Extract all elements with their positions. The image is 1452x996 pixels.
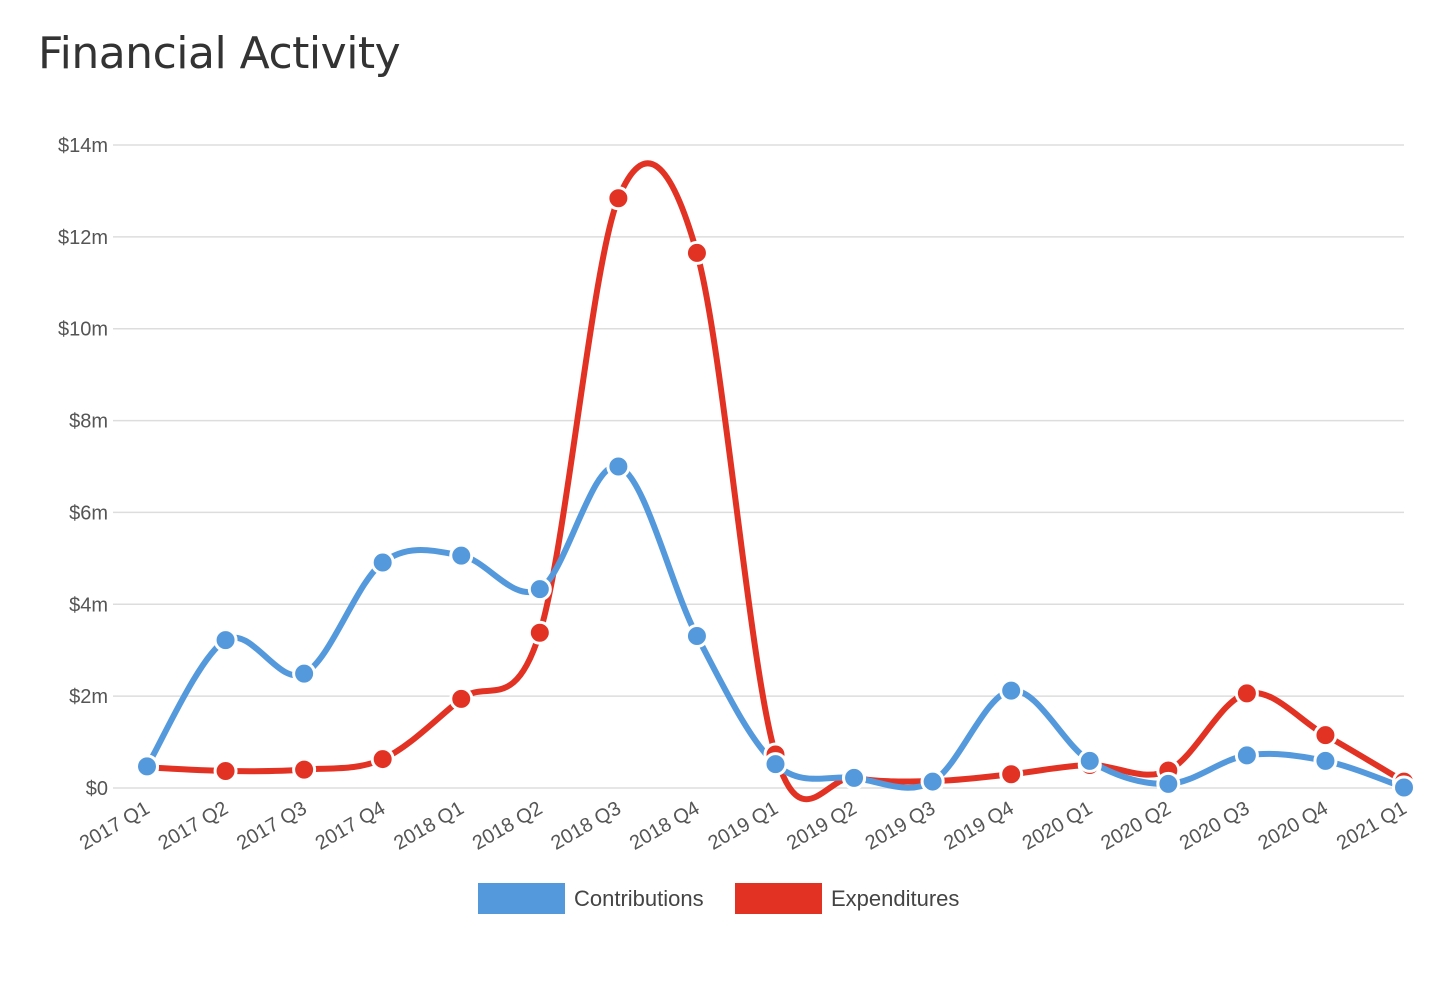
data-point-contributions[interactable] bbox=[213, 628, 238, 653]
y-tick-label: $0 bbox=[86, 778, 108, 800]
data-point-contributions[interactable] bbox=[684, 623, 709, 648]
x-tick-label: 2018 Q1 bbox=[390, 797, 467, 854]
x-tick-label: 2017 Q4 bbox=[312, 797, 389, 854]
y-tick-label: $6m bbox=[69, 502, 108, 524]
y-tick-label: $12m bbox=[58, 227, 108, 249]
legend-label: Contributions bbox=[574, 886, 704, 911]
data-point-expenditures[interactable] bbox=[527, 620, 552, 645]
data-point-contributions[interactable] bbox=[1077, 748, 1102, 773]
data-point-contributions[interactable] bbox=[292, 661, 317, 686]
series-line-contributions bbox=[144, 463, 1407, 791]
y-axis: $0 $2m $4m $6m $8m $10m $12m $14m bbox=[58, 135, 108, 800]
x-tick-label: 2019 Q1 bbox=[705, 797, 782, 854]
series-points bbox=[135, 186, 1416, 800]
data-point-contributions[interactable] bbox=[370, 550, 395, 575]
chart-title: Financial Activity bbox=[38, 28, 401, 79]
data-point-expenditures[interactable] bbox=[999, 762, 1024, 787]
data-point-expenditures[interactable] bbox=[1234, 681, 1259, 706]
data-point-contributions[interactable] bbox=[1392, 775, 1416, 800]
data-point-contributions[interactable] bbox=[135, 754, 159, 779]
data-point-contributions[interactable] bbox=[999, 678, 1024, 703]
x-tick-label: 2018 Q3 bbox=[547, 797, 624, 854]
data-point-expenditures[interactable] bbox=[213, 759, 238, 784]
x-tick-label: 2017 Q3 bbox=[233, 797, 310, 854]
data-point-expenditures[interactable] bbox=[684, 240, 709, 265]
y-tick-label: $10m bbox=[58, 319, 108, 341]
legend-item-contributions[interactable]: Contributions bbox=[478, 883, 704, 914]
x-tick-label: 2019 Q2 bbox=[783, 797, 860, 854]
y-tick-label: $2m bbox=[69, 686, 108, 708]
x-tick-label: 2019 Q3 bbox=[862, 797, 939, 854]
x-tick-label: 2018 Q4 bbox=[626, 797, 703, 854]
legend-item-expenditures[interactable]: Expenditures bbox=[735, 883, 959, 914]
series-line-expenditures bbox=[144, 160, 1407, 803]
data-point-contributions[interactable] bbox=[449, 543, 474, 568]
data-point-contributions[interactable] bbox=[763, 752, 788, 777]
data-point-expenditures[interactable] bbox=[449, 686, 474, 711]
series-lines bbox=[144, 160, 1407, 803]
x-axis: 2017 Q1 2017 Q2 2017 Q3 2017 Q4 2018 Q1 2018 … bbox=[76, 797, 1410, 854]
data-point-expenditures[interactable] bbox=[292, 757, 317, 782]
x-tick-label: 2019 Q4 bbox=[940, 797, 1017, 854]
data-point-contributions[interactable] bbox=[920, 769, 945, 794]
data-point-expenditures[interactable] bbox=[370, 747, 395, 772]
x-tick-label: 2020 Q1 bbox=[1019, 797, 1096, 854]
y-tick-label: $14m bbox=[58, 135, 108, 157]
grid-lines bbox=[113, 144, 1404, 789]
data-point-contributions[interactable] bbox=[1234, 743, 1259, 768]
data-point-contributions[interactable] bbox=[1313, 748, 1338, 773]
legend-swatch bbox=[478, 883, 565, 914]
x-tick-label: 2020 Q2 bbox=[1097, 797, 1174, 854]
x-tick-label: 2017 Q1 bbox=[76, 797, 153, 854]
legend-label: Expenditures bbox=[831, 886, 959, 911]
legend-swatch bbox=[735, 883, 822, 914]
y-tick-label: $8m bbox=[69, 411, 108, 433]
data-point-contributions[interactable] bbox=[527, 577, 552, 602]
x-tick-label: 2020 Q3 bbox=[1176, 797, 1253, 854]
x-tick-label: 2017 Q2 bbox=[155, 797, 232, 854]
data-point-expenditures[interactable] bbox=[606, 186, 631, 211]
y-tick-label: $4m bbox=[69, 594, 108, 616]
data-point-expenditures[interactable] bbox=[1313, 723, 1338, 748]
x-tick-label: 2020 Q4 bbox=[1254, 797, 1331, 854]
legend[interactable]: Contributions Expenditures bbox=[478, 883, 959, 914]
data-point-contributions[interactable] bbox=[842, 765, 867, 790]
x-tick-label: 2021 Q1 bbox=[1333, 797, 1410, 854]
data-point-contributions[interactable] bbox=[606, 454, 631, 479]
x-tick-label: 2018 Q2 bbox=[469, 797, 546, 854]
data-point-contributions[interactable] bbox=[1156, 771, 1181, 796]
